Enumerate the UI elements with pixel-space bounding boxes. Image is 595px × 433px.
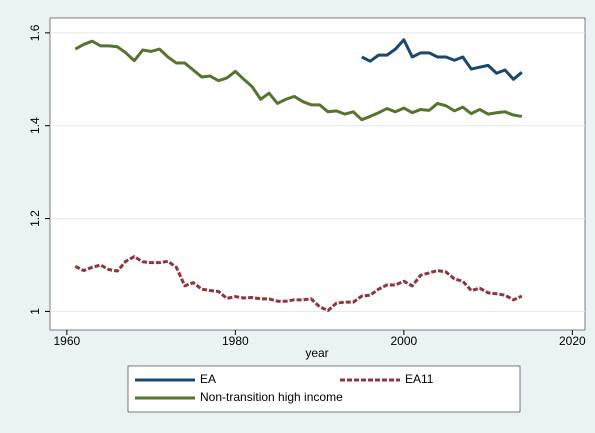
legend-label: Non-transition high income [200, 390, 343, 404]
y-tick-label: 1.6 [28, 24, 42, 41]
series-line [361, 38, 523, 81]
x-axis-label: year [305, 346, 328, 360]
x-tick-label: 1960 [53, 334, 80, 348]
series-line [74, 39, 523, 122]
series-line [74, 255, 523, 312]
x-tick-label: 1980 [222, 334, 249, 348]
y-tick-label: 1.4 [28, 117, 42, 134]
legend-box [127, 365, 521, 413]
plot-area [49, 17, 586, 331]
x-tick-label: 2020 [559, 334, 586, 348]
y-tick-label: 1 [28, 308, 42, 315]
y-tick-label: 1.2 [28, 210, 42, 227]
x-tick-label: 2000 [391, 334, 418, 348]
legend-label: EA11 [405, 372, 434, 386]
legend-label: EA [200, 372, 216, 386]
